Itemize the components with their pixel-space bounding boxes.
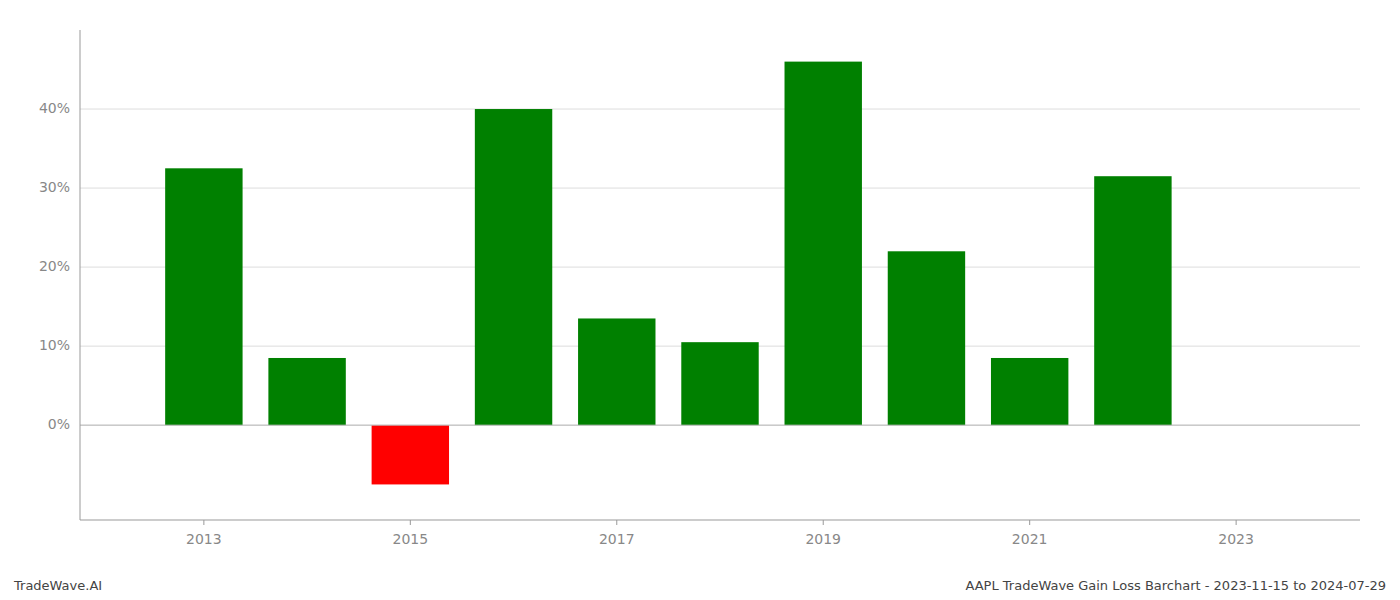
bar (372, 425, 449, 484)
y-axis-line (80, 30, 81, 520)
bars (165, 62, 1171, 485)
zero-line (80, 425, 1360, 426)
y-tick-label: 30% (39, 179, 70, 195)
x-tick-label: 2021 (1012, 531, 1048, 547)
bar (578, 318, 655, 425)
x-tick-label: 2019 (805, 531, 841, 547)
x-tick (616, 520, 617, 525)
title: AAPL TradeWave Gain Loss Barchart - 2023… (965, 578, 1386, 593)
x-tick (1236, 520, 1237, 525)
chart: 0% 10% 20% 30% 40% 2013 2015 2017 2019 2021 2023 Tr… (0, 0, 1400, 600)
bar (991, 358, 1068, 425)
bar (785, 62, 862, 426)
x-tick-label: 2017 (599, 531, 635, 547)
x-tick (410, 520, 411, 525)
bar (681, 342, 758, 425)
footer-brand: TradeWave.AI (13, 578, 102, 593)
bar (1094, 176, 1171, 425)
y-tick-label: 20% (39, 258, 70, 274)
y-tick-label: 40% (39, 100, 70, 116)
y-grid (80, 109, 1360, 425)
x-tick (203, 520, 204, 525)
grid-line (80, 425, 1360, 426)
bar (165, 168, 242, 425)
x-tick (823, 520, 824, 525)
bar (888, 251, 965, 425)
y-tick-label: 0% (48, 416, 70, 432)
x-tick (1029, 520, 1030, 525)
chart-container: 0% 10% 20% 30% 40% 2013 2015 2017 2019 2021 2023 Tr… (0, 0, 1400, 600)
bar (268, 358, 345, 425)
x-tick-label: 2015 (393, 531, 429, 547)
x-tick-label: 2023 (1218, 531, 1254, 547)
grid-line (80, 109, 1360, 110)
y-tick-label: 10% (39, 337, 70, 353)
bar (475, 109, 552, 425)
x-tick-label: 2013 (186, 531, 222, 547)
y-tick-labels: 0% 10% 20% 30% 40% (39, 100, 70, 432)
x-tick-labels: 2013 2015 2017 2019 2021 2023 (186, 520, 1254, 547)
x-axis-line (80, 520, 1360, 521)
